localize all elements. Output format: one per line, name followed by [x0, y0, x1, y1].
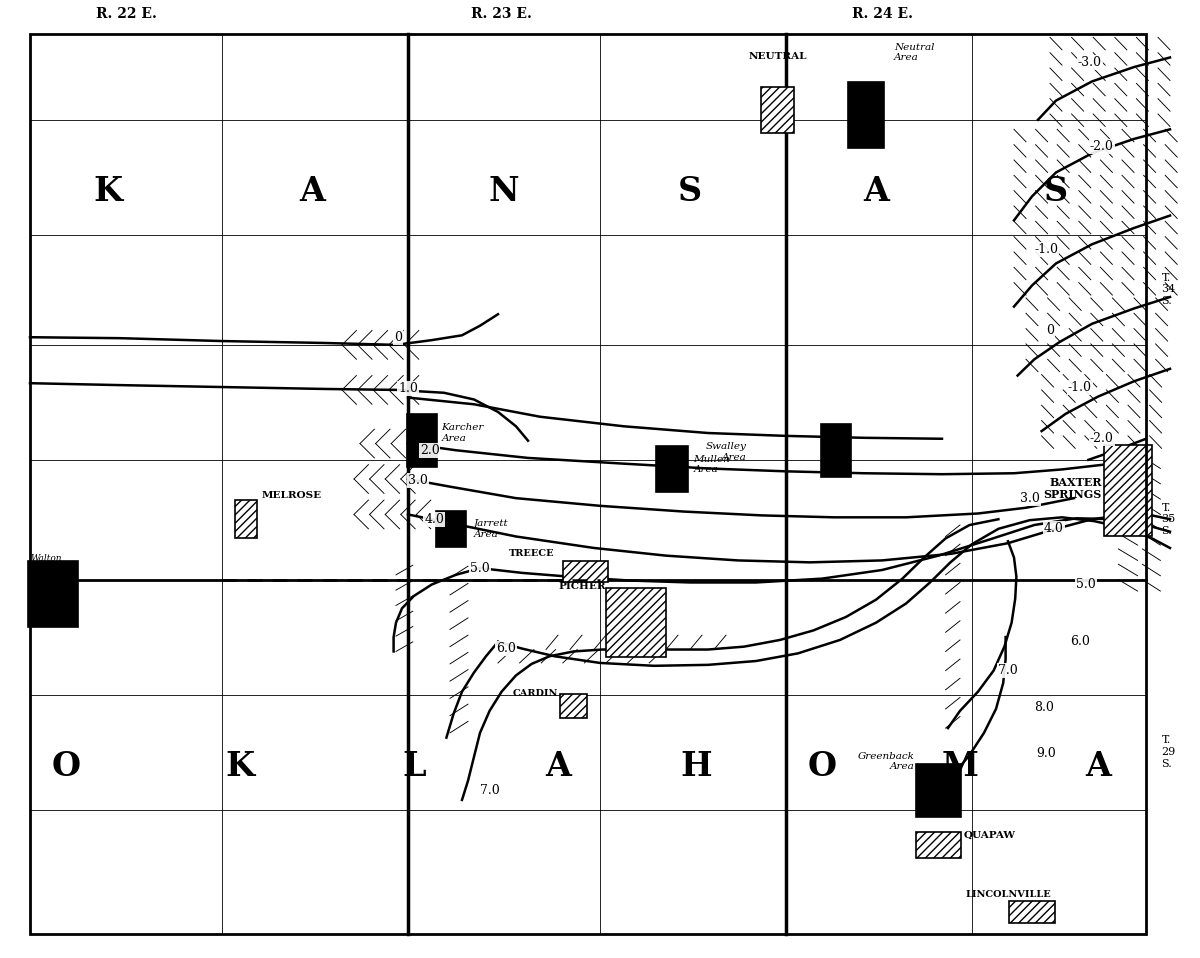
Text: 3.0: 3.0 — [408, 474, 427, 488]
Text: Walton
Area: Walton Area — [30, 554, 61, 573]
Text: 4.0: 4.0 — [425, 513, 444, 526]
Text: O: O — [808, 750, 836, 783]
Text: S: S — [678, 175, 702, 208]
Text: 6.0: 6.0 — [497, 642, 516, 655]
Text: -2.0: -2.0 — [1090, 140, 1114, 153]
Bar — [821, 423, 852, 477]
Text: 7.0: 7.0 — [480, 784, 499, 797]
Text: 8.0: 8.0 — [1034, 700, 1054, 714]
Text: L: L — [402, 750, 426, 783]
Bar — [408, 414, 437, 467]
Text: CARDIN: CARDIN — [512, 689, 558, 698]
Bar — [1104, 445, 1152, 536]
Text: QUAPAW: QUAPAW — [964, 831, 1015, 840]
Text: -3.0: -3.0 — [1078, 56, 1102, 69]
Text: M: M — [942, 750, 978, 783]
Text: PICHER: PICHER — [558, 582, 606, 591]
Text: O: O — [52, 750, 80, 783]
Text: 9.0: 9.0 — [1037, 747, 1056, 761]
Bar — [28, 561, 78, 627]
Text: 5.0: 5.0 — [470, 561, 490, 575]
Text: TREECE: TREECE — [509, 549, 554, 558]
Text: R. 23 E.: R. 23 E. — [472, 7, 532, 21]
Bar — [563, 561, 608, 582]
Text: Karcher
Area: Karcher Area — [442, 423, 484, 443]
Text: A: A — [1085, 750, 1111, 783]
Bar — [606, 588, 666, 657]
Text: 2.0: 2.0 — [420, 444, 439, 457]
Text: R. 22 E.: R. 22 E. — [96, 7, 156, 21]
Text: 6.0: 6.0 — [1070, 635, 1090, 649]
Text: -2.0: -2.0 — [1090, 432, 1114, 445]
Text: 4.0: 4.0 — [1044, 522, 1063, 536]
Bar — [235, 500, 257, 538]
Text: S: S — [1044, 175, 1068, 208]
Bar — [761, 87, 794, 133]
Bar — [1009, 901, 1055, 923]
Text: A: A — [545, 750, 571, 783]
Text: K: K — [226, 750, 254, 783]
Text: MELROSE: MELROSE — [262, 491, 322, 500]
Text: Neutral
Area: Neutral Area — [894, 43, 935, 62]
Text: Jarrett
Area: Jarrett Area — [474, 519, 509, 538]
Text: Swalley
Area: Swalley Area — [706, 443, 746, 462]
Bar — [848, 82, 884, 148]
Text: R. 24 E.: R. 24 E. — [852, 7, 912, 21]
Text: 3.0: 3.0 — [1020, 491, 1039, 505]
Text: A: A — [863, 175, 889, 208]
Text: 7.0: 7.0 — [998, 664, 1018, 677]
Text: -1.0: -1.0 — [1034, 242, 1058, 256]
Text: Mullen
Area: Mullen Area — [694, 455, 731, 474]
Text: BAXTER
SPRINGS: BAXTER SPRINGS — [1043, 477, 1102, 500]
Bar — [916, 832, 961, 858]
Text: T.
35
S.: T. 35 S. — [1162, 503, 1176, 536]
Bar — [437, 511, 467, 547]
Text: T.
29
S.: T. 29 S. — [1162, 736, 1176, 768]
Text: H: H — [680, 750, 712, 783]
Bar — [560, 694, 587, 718]
Text: 1.0: 1.0 — [398, 382, 418, 396]
Bar — [656, 446, 688, 492]
Text: NEUTRAL: NEUTRAL — [749, 53, 806, 61]
Text: 0: 0 — [395, 331, 402, 344]
Text: A: A — [299, 175, 325, 208]
Text: K: K — [94, 175, 122, 208]
Text: 0: 0 — [1046, 324, 1054, 337]
Text: T.
34
S.: T. 34 S. — [1162, 273, 1176, 306]
Text: Greenback
Area: Greenback Area — [858, 752, 914, 771]
Text: -1.0: -1.0 — [1068, 381, 1092, 395]
Text: N: N — [488, 175, 520, 208]
Text: LINCOLNVILLE: LINCOLNVILLE — [965, 890, 1051, 899]
Text: 5.0: 5.0 — [1076, 578, 1096, 591]
Bar — [916, 764, 961, 816]
